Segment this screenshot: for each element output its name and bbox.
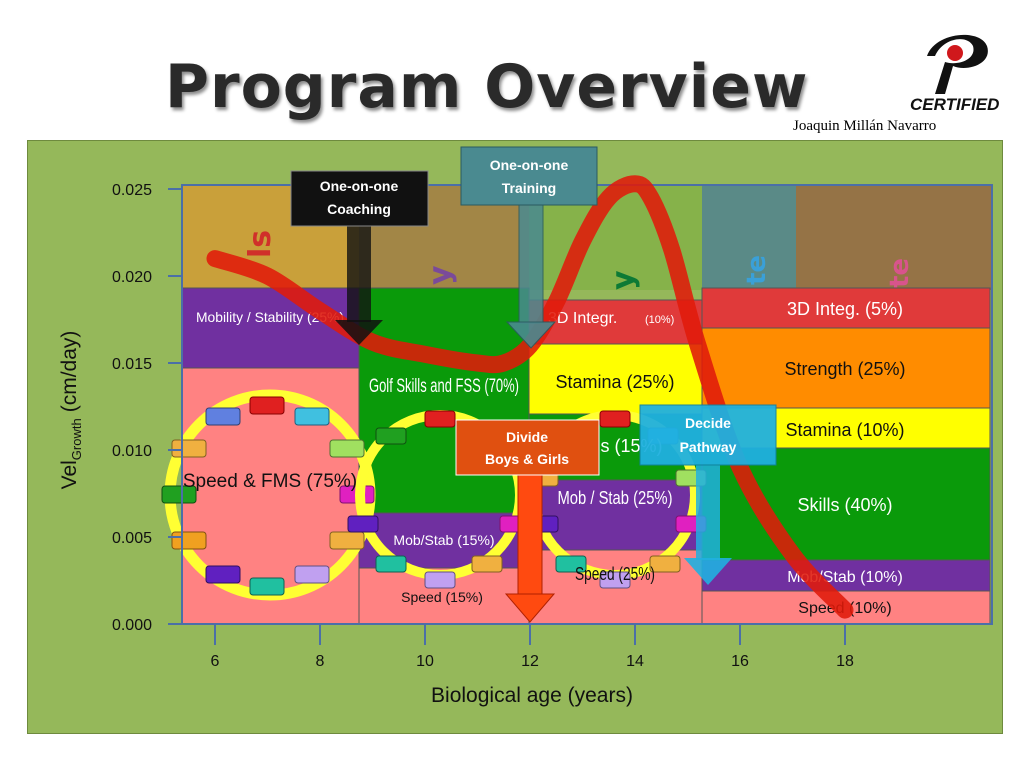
callout-pathway-line1: Decide <box>685 415 731 431</box>
block-label-golf-skills: Golf Skills and FSS (70%) <box>369 376 519 397</box>
arrow-divide <box>504 474 556 623</box>
certified-logo: CERTIFIED <box>910 34 999 114</box>
block-label-speed-col3: Speed (25%) <box>575 564 655 584</box>
page-title: Program Overview <box>165 52 809 122</box>
block-3d-integ-col4 <box>701 287 991 329</box>
callout-divide-line2: Boys & Girls <box>485 451 569 467</box>
ring-1 <box>161 389 376 601</box>
y-axis-ticks: 0.000 0.005 0.010 0.015 0.020 0.025 <box>112 182 182 634</box>
x-tick-label: 18 <box>836 653 854 670</box>
block-stamina-col3 <box>528 343 703 415</box>
stage-band-5 <box>796 185 992 290</box>
arrow-coaching <box>335 222 383 345</box>
stage-label-4: te <box>742 255 772 285</box>
x-tick-label: 14 <box>626 653 644 670</box>
callout-training: One-on-one Training <box>460 146 598 206</box>
stage-band-4 <box>702 185 796 290</box>
block-label-speed-fms: Speed & FMS (75%) <box>183 471 357 492</box>
block-mob-stab-col3 <box>528 479 703 551</box>
x-axis-ticks: 6 8 10 12 14 16 18 <box>211 624 854 670</box>
block-label-3d-integr-pct: (10%) <box>645 314 674 326</box>
y-tick-label: 0.020 <box>112 269 152 286</box>
block-label-speed-col2: Speed (15%) <box>401 589 483 605</box>
block-label-stamina-col3: Stamina (25%) <box>555 372 674 392</box>
block-golf-skills <box>358 287 530 514</box>
y-tick-label: 0.005 <box>112 530 152 547</box>
block-label-mob-stab-col2: Mob/Stab (15%) <box>393 532 494 548</box>
y-tick-label: 0.000 <box>112 617 152 634</box>
x-tick-label: 10 <box>416 653 434 670</box>
y-tick-label: 0.010 <box>112 443 152 460</box>
svg-text:CERTIFIED: CERTIFIED <box>910 95 999 114</box>
callout-training-line1: One-on-one <box>490 157 569 173</box>
block-mob-stab-col4 <box>701 559 991 592</box>
callout-coaching-line2: Coaching <box>327 201 391 217</box>
callout-divide: Divide Boys & Girls <box>455 419 600 476</box>
author-name: Joaquin Millán Navarro <box>793 118 937 134</box>
y-tick-label: 0.025 <box>112 182 152 199</box>
block-label-mob-stab-col3: Mob / Stab (25%) <box>558 488 673 508</box>
callout-coaching: One-on-one Coaching <box>290 170 429 227</box>
block-label-strength: Strength (25%) <box>784 359 905 379</box>
ring-2 <box>347 410 531 589</box>
callout-divide-line1: Divide <box>506 429 548 445</box>
callout-coaching-line1: One-on-one <box>320 178 399 194</box>
callout-pathway: Decide Pathway <box>639 404 777 466</box>
stage-label-5: te <box>885 258 915 288</box>
block-label-3d-integ-col4: 3D Integ. (5%) <box>787 299 903 319</box>
x-axis-label: Biological age (years) <box>431 684 633 707</box>
stage-label-3: y <box>606 270 641 290</box>
block-label-stamina-col4: Stamina (10%) <box>785 420 904 440</box>
x-tick-label: 16 <box>731 653 749 670</box>
arrow-pathway <box>684 465 732 585</box>
y-axis-label: VelGrowth(cm/day) <box>58 331 84 490</box>
x-tick-label: 6 <box>211 653 220 670</box>
callout-pathway-line2: Pathway <box>680 439 737 455</box>
stage-label-2: y <box>423 265 458 285</box>
x-tick-label: 12 <box>521 653 539 670</box>
callout-training-line2: Training <box>502 180 556 196</box>
block-strength <box>701 327 991 409</box>
block-mobility-stability <box>181 287 360 369</box>
x-tick-label: 8 <box>316 653 325 670</box>
block-label-3d-integr-col3: 3D Integr. <box>548 310 617 327</box>
y-tick-label: 0.015 <box>112 356 152 373</box>
stage-label-1: ls <box>243 230 278 258</box>
block-label-skills-col4: Skills (40%) <box>797 495 892 515</box>
block-label-mobility-stability: Mobility / Stability (25%) <box>196 309 344 325</box>
